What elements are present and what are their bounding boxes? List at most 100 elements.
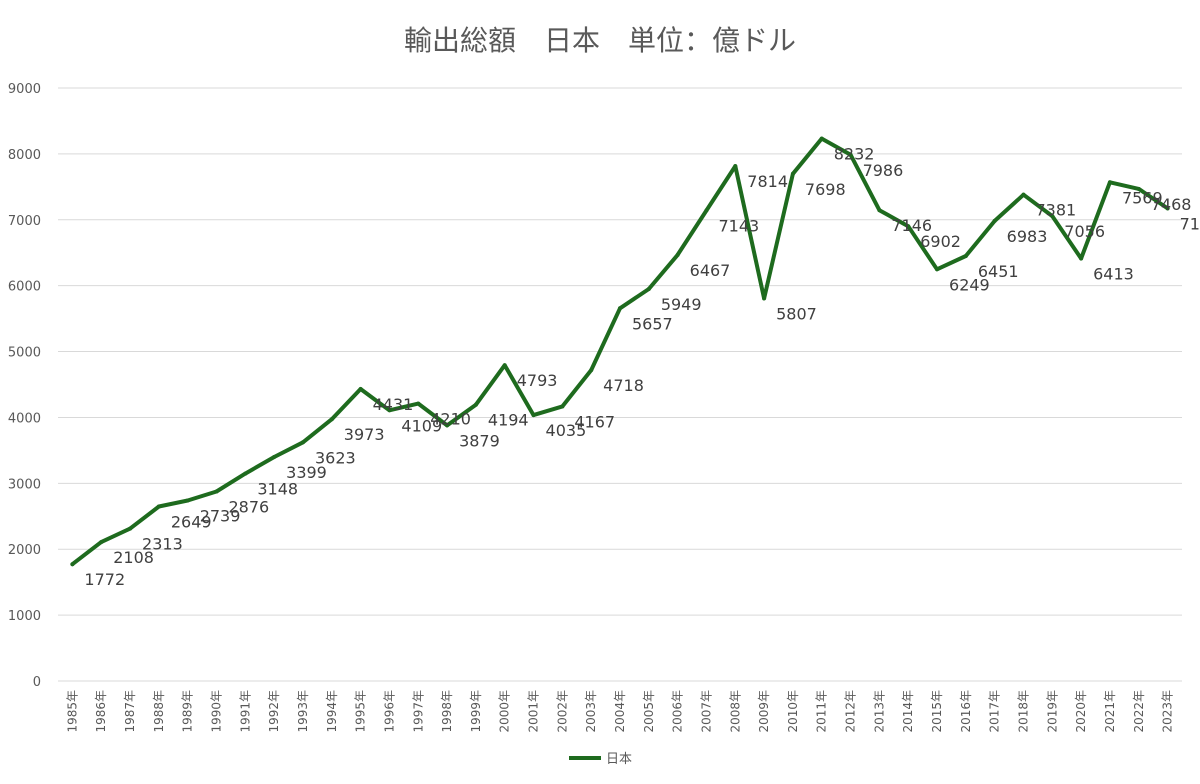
data-point <box>560 404 565 409</box>
data-label: 3973 <box>344 425 385 444</box>
x-tick-label: 2014年 <box>901 690 915 733</box>
x-tick-label: 2019年 <box>1045 690 1059 733</box>
data-label: 4718 <box>603 376 644 395</box>
data-point <box>1021 192 1026 197</box>
data-point <box>1079 256 1084 261</box>
y-tick-label: 8000 <box>8 148 41 163</box>
data-label: 3879 <box>459 431 500 450</box>
y-tick-label: 5000 <box>8 346 41 361</box>
y-tick-label: 3000 <box>8 477 41 492</box>
data-label: 4210 <box>430 410 471 429</box>
chart-title: 輸出総額 日本 単位：億ドル <box>404 24 796 57</box>
x-tick-label: 2001年 <box>527 690 541 733</box>
y-tick-label: 2000 <box>8 543 41 558</box>
data-point <box>589 368 594 373</box>
y-tick-label: 1000 <box>8 609 41 624</box>
x-tick-label: 1986年 <box>94 690 108 733</box>
x-tick-label: 2020年 <box>1074 690 1088 733</box>
data-point <box>329 417 334 422</box>
data-point <box>214 489 219 494</box>
data-point <box>906 224 911 229</box>
data-point <box>358 387 363 392</box>
x-tick-label: 1987年 <box>123 690 137 733</box>
x-tick-label: 2021年 <box>1103 690 1117 733</box>
y-tick-label: 4000 <box>8 411 41 426</box>
data-point <box>877 208 882 213</box>
data-label: 4035 <box>546 421 587 440</box>
x-tick-label: 2010年 <box>786 690 800 733</box>
data-point <box>704 208 709 213</box>
data-label: 7986 <box>863 161 904 180</box>
data-label: 3399 <box>286 463 327 482</box>
data-label: 7698 <box>805 180 846 199</box>
data-point <box>128 526 133 531</box>
data-label: 5657 <box>632 314 673 333</box>
data-label: 6902 <box>920 232 961 251</box>
data-point <box>1107 180 1112 185</box>
data-label: 4109 <box>401 416 442 435</box>
data-point <box>1165 206 1170 211</box>
data-point <box>733 164 738 169</box>
x-tick-label: 1995年 <box>354 690 368 733</box>
y-tick-label: 9000 <box>8 82 41 97</box>
data-point <box>848 152 853 157</box>
data-point <box>935 267 940 272</box>
x-tick-label: 1998年 <box>440 690 454 733</box>
data-label: 2739 <box>200 507 241 526</box>
data-point <box>819 136 824 141</box>
data-point <box>963 253 968 258</box>
x-tick-label: 2008年 <box>728 690 742 733</box>
x-tick-label: 2017年 <box>988 690 1002 733</box>
x-tick-label: 1992年 <box>267 690 281 733</box>
data-label: 7814 <box>747 172 788 191</box>
data-label: 2108 <box>113 548 154 567</box>
x-tick-label: 2011年 <box>815 690 829 733</box>
data-point <box>675 252 680 257</box>
data-point <box>646 287 651 292</box>
data-label: 7381 <box>1035 201 1076 220</box>
data-label: 5949 <box>661 295 702 314</box>
x-tick-label: 1997年 <box>411 690 425 733</box>
data-label: 4431 <box>373 395 414 414</box>
x-tick-label: 2005年 <box>642 690 656 733</box>
data-label: 4194 <box>488 411 529 430</box>
data-label: 8232 <box>834 145 875 164</box>
x-tick-label: 2023年 <box>1161 690 1175 733</box>
data-label: 6983 <box>1007 227 1048 246</box>
x-tick-label: 1990年 <box>210 690 224 733</box>
gridlines <box>58 87 1182 682</box>
data-point <box>387 408 392 413</box>
x-axis-ticks: 1985年 1986年 1987年 1988年 1989年 1990年 1991年 1992年… <box>65 690 1174 733</box>
y-tick-label: 7000 <box>8 214 41 229</box>
y-tick-label: 6000 <box>8 280 41 295</box>
x-tick-label: 1985年 <box>65 690 79 733</box>
data-point <box>243 471 248 476</box>
x-tick-label: 1988年 <box>152 690 166 733</box>
data-label: 6413 <box>1093 264 1134 283</box>
data-label: 7173 <box>1180 214 1200 233</box>
data-label: 4167 <box>574 412 615 431</box>
x-tick-label: 1989年 <box>181 690 195 733</box>
data-label: 2876 <box>229 498 270 517</box>
legend: 日本 <box>569 752 632 767</box>
x-tick-label: 2009年 <box>757 690 771 733</box>
x-tick-label: 2015年 <box>930 690 944 733</box>
data-label: 2313 <box>142 535 183 554</box>
x-tick-label: 2000年 <box>498 690 512 733</box>
x-tick-label: 2022年 <box>1132 690 1146 733</box>
data-point <box>70 562 75 567</box>
x-tick-label: 1993年 <box>296 690 310 733</box>
data-label: 7143 <box>718 216 759 235</box>
x-tick-label: 2006年 <box>671 690 685 733</box>
x-tick-label: 2002年 <box>555 690 569 733</box>
x-tick-label: 2007年 <box>699 690 713 733</box>
y-tick-label: 0 <box>33 675 41 690</box>
data-point <box>416 401 421 406</box>
data-label: 7569 <box>1122 188 1163 207</box>
data-label: 6249 <box>949 275 990 294</box>
data-label: 2649 <box>171 512 212 531</box>
y-axis-ticks: 0 1000 2000 3000 4000 5000 6000 7000 8000 9000 <box>8 82 41 690</box>
